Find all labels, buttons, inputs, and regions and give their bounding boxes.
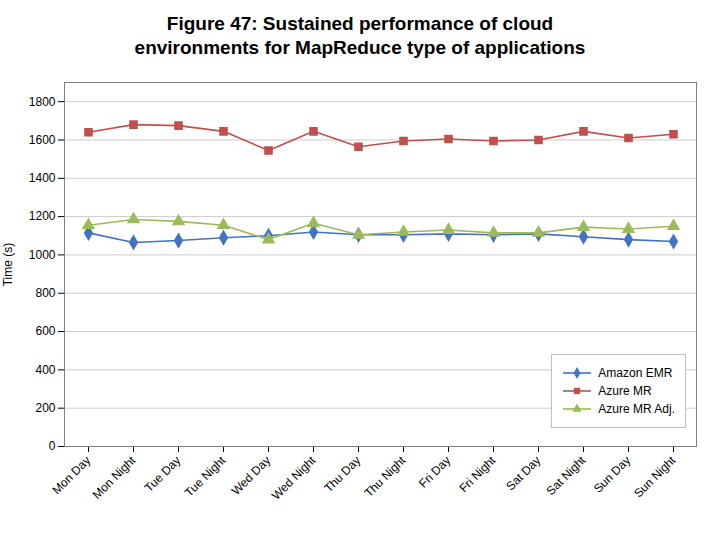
svg-text:1800: 1800 bbox=[29, 94, 56, 108]
svg-text:Wed Night: Wed Night bbox=[269, 453, 319, 503]
svg-text:600: 600 bbox=[35, 324, 55, 338]
svg-text:Sun Night: Sun Night bbox=[631, 453, 679, 501]
svg-text:Sun Day: Sun Day bbox=[591, 453, 633, 495]
html-text:Azure MR Adj.: Azure MR Adj. bbox=[598, 402, 675, 416]
svg-text:Thu Night: Thu Night bbox=[362, 453, 409, 500]
svg-text:Tue Day: Tue Day bbox=[142, 453, 184, 495]
svg-text:Sat Night: Sat Night bbox=[544, 453, 589, 498]
svg-text:Wed Day: Wed Day bbox=[229, 453, 274, 498]
svg-text:Time (s): Time (s) bbox=[1, 243, 15, 287]
html-text:Azure MR: Azure MR bbox=[598, 384, 652, 398]
svg-text:Fri Night: Fri Night bbox=[456, 453, 498, 495]
svg-text:0: 0 bbox=[49, 439, 56, 453]
svg-text:200: 200 bbox=[35, 401, 55, 415]
svg-text:Sat Day: Sat Day bbox=[503, 453, 543, 493]
html-text:Amazon EMR: Amazon EMR bbox=[598, 366, 673, 380]
svg-text:Tue Night: Tue Night bbox=[182, 453, 229, 500]
svg-text:1200: 1200 bbox=[29, 209, 56, 223]
svg-text:1000: 1000 bbox=[29, 248, 56, 262]
svg-text:Mon Night: Mon Night bbox=[90, 453, 139, 502]
svg-text:Thu Day: Thu Day bbox=[321, 453, 363, 495]
svg-text:Mon Day: Mon Day bbox=[49, 453, 93, 497]
html-text:Figure 47: Sustained performan: Figure 47: Sustained performance of clou… bbox=[134, 13, 586, 58]
svg-text:400: 400 bbox=[35, 363, 55, 377]
svg-text:800: 800 bbox=[35, 286, 55, 300]
svg-text:1600: 1600 bbox=[29, 133, 56, 147]
svg-text:1400: 1400 bbox=[29, 171, 56, 185]
svg-text:Fri Day: Fri Day bbox=[416, 453, 453, 490]
